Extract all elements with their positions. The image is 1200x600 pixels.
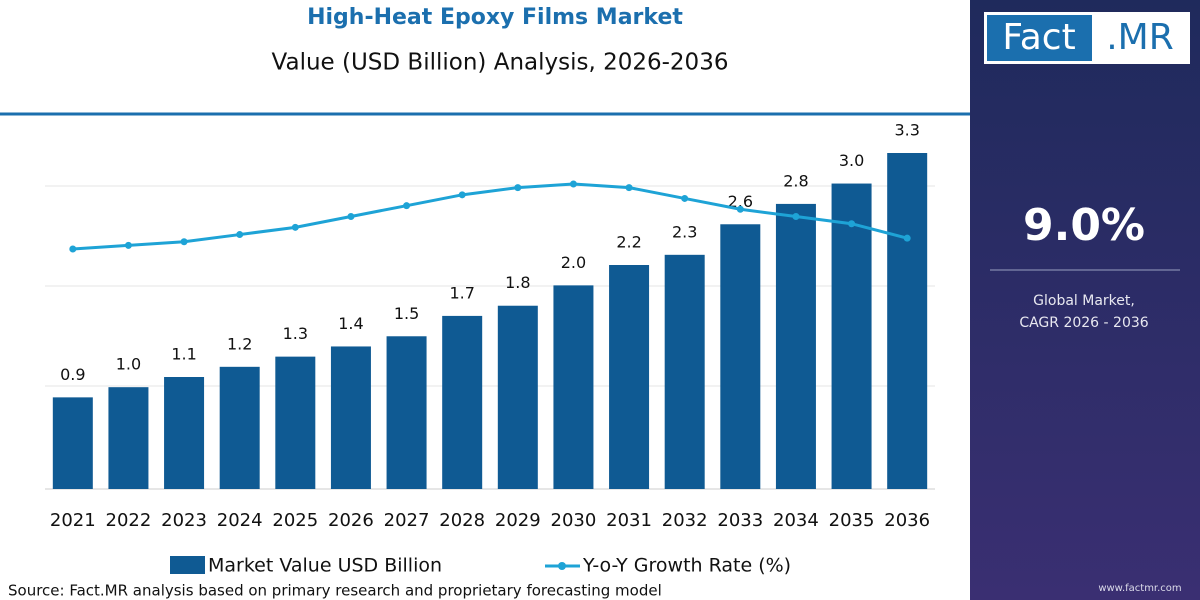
bar xyxy=(108,387,149,489)
data-label: 2.8 xyxy=(783,171,808,190)
line-point xyxy=(792,213,800,220)
line-point xyxy=(347,213,355,220)
data-label: 1.8 xyxy=(505,273,530,292)
website: www.factmr.com xyxy=(1098,583,1181,594)
bar xyxy=(275,356,316,489)
cagr-value: 9.0% xyxy=(1023,200,1145,251)
x-tick-label: 2024 xyxy=(217,510,263,531)
x-tick-label: 2025 xyxy=(272,510,318,531)
bar xyxy=(609,265,650,489)
x-tick-label: 2023 xyxy=(161,510,207,531)
data-label: 1.0 xyxy=(116,355,141,374)
bar xyxy=(219,366,260,489)
data-label: 1.2 xyxy=(227,334,252,353)
line-point xyxy=(736,205,744,213)
data-label: 3.3 xyxy=(894,121,919,140)
logo-text: .MR xyxy=(1106,17,1174,58)
data-label: 0.9 xyxy=(60,365,85,384)
x-tick-label: 2021 xyxy=(50,510,96,531)
line-point xyxy=(180,238,188,246)
data-label: 3.0 xyxy=(839,151,864,170)
side-panel xyxy=(970,0,1200,600)
x-tick-label: 2030 xyxy=(551,510,597,531)
line-point xyxy=(403,202,411,210)
bar xyxy=(775,203,816,489)
chart-title: High-Heat Epoxy Films Market xyxy=(307,5,683,30)
source-note: Source: Fact.MR analysis based on primar… xyxy=(8,582,662,600)
line-point xyxy=(514,184,522,192)
line-point xyxy=(291,223,299,231)
bar xyxy=(164,377,205,489)
legend-swatch xyxy=(558,562,566,570)
line-point xyxy=(681,194,689,202)
bar xyxy=(330,346,371,489)
bar xyxy=(52,397,93,489)
legend-label: Market Value USD Billion xyxy=(208,555,442,577)
bar xyxy=(887,153,928,489)
cagr-caption: CAGR 2026 - 2036 xyxy=(1019,315,1148,331)
data-label: 1.4 xyxy=(338,314,363,333)
x-tick-label: 2032 xyxy=(662,510,708,531)
logo-text: Fact xyxy=(1002,17,1075,58)
bar xyxy=(553,285,594,489)
x-tick-label: 2026 xyxy=(328,510,374,531)
data-label: 2.3 xyxy=(672,222,697,241)
bar xyxy=(664,254,705,489)
line-point xyxy=(69,245,77,253)
legend-swatch xyxy=(170,556,205,574)
x-tick-label: 2031 xyxy=(606,510,652,531)
line-point xyxy=(458,191,466,199)
data-label: 1.3 xyxy=(283,324,308,343)
x-tick-label: 2034 xyxy=(773,510,819,531)
data-label: 1.1 xyxy=(171,345,196,364)
x-tick-label: 2036 xyxy=(884,510,930,531)
chart-subtitle: Value (USD Billion) Analysis, 2026-2036 xyxy=(272,50,729,76)
line-point xyxy=(236,231,244,239)
data-label: 1.5 xyxy=(394,304,419,323)
line-point xyxy=(848,220,856,228)
x-tick-label: 2028 xyxy=(439,510,485,531)
bar xyxy=(386,336,427,489)
x-tick-label: 2035 xyxy=(829,510,875,531)
x-tick-label: 2027 xyxy=(384,510,430,531)
cagr-caption: Global Market, xyxy=(1033,293,1135,309)
line xyxy=(72,182,908,251)
legend-label: Y-o-Y Growth Rate (%) xyxy=(582,555,791,577)
bar xyxy=(831,183,872,489)
x-tick-label: 2033 xyxy=(717,510,763,531)
line-point xyxy=(903,234,911,242)
data-label: 1.7 xyxy=(449,283,474,302)
data-label: 2.0 xyxy=(561,253,586,272)
bar xyxy=(442,315,483,489)
line-point xyxy=(569,180,577,188)
line-point xyxy=(625,184,633,192)
x-tick-label: 2029 xyxy=(495,510,541,531)
bar xyxy=(497,305,538,489)
bar xyxy=(720,224,761,490)
logo-left-box xyxy=(987,15,1092,61)
line-point xyxy=(124,241,132,249)
data-label: 2.6 xyxy=(728,192,753,211)
data-label: 2.2 xyxy=(616,233,641,252)
x-tick-label: 2022 xyxy=(106,510,152,531)
